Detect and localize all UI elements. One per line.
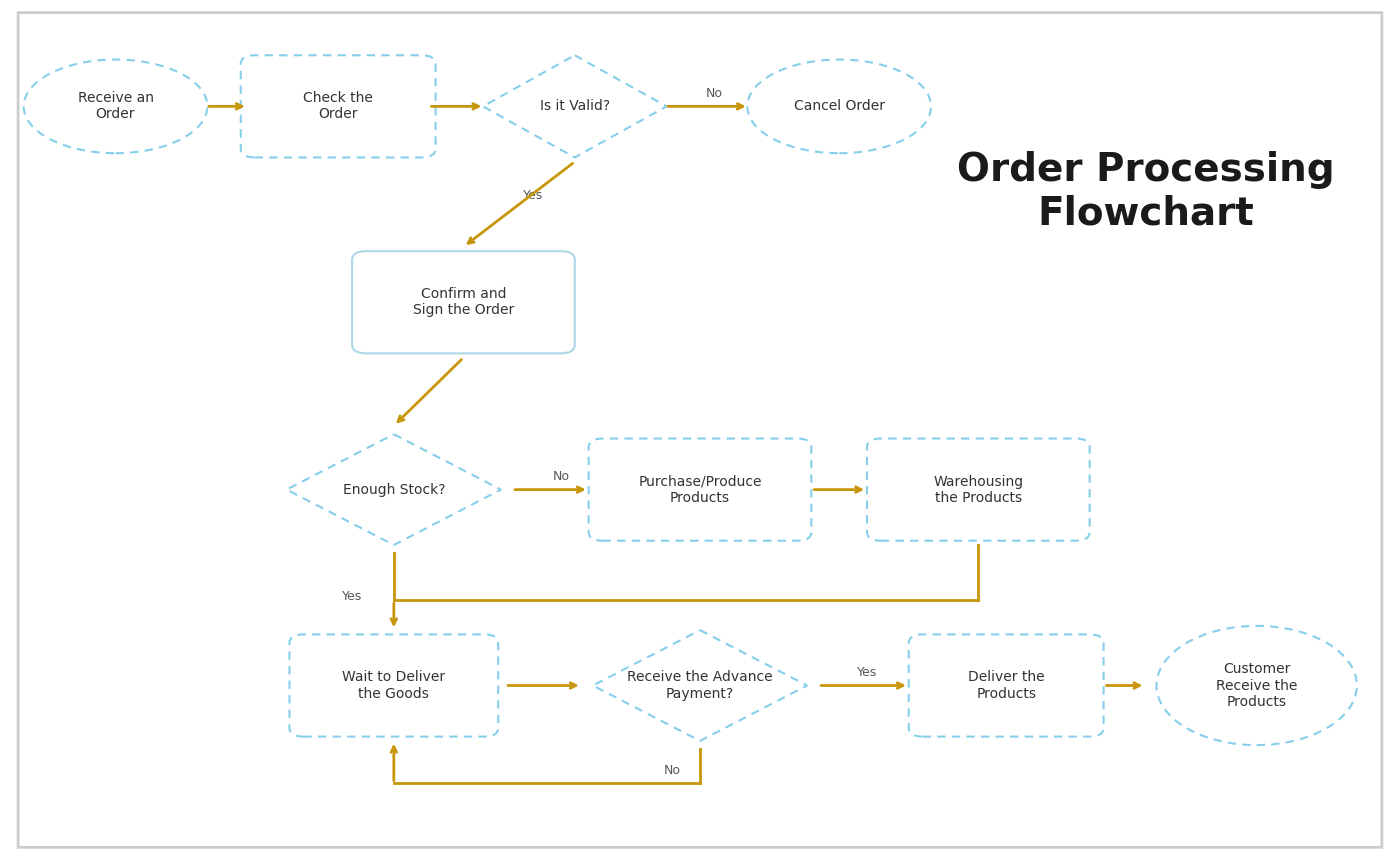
FancyBboxPatch shape <box>867 439 1089 541</box>
Text: Cancel Order: Cancel Order <box>794 100 885 114</box>
Text: Yes: Yes <box>342 590 363 603</box>
Text: Yes: Yes <box>522 189 543 202</box>
Text: Deliver the
Products: Deliver the Products <box>967 671 1044 701</box>
Polygon shape <box>287 434 501 545</box>
FancyBboxPatch shape <box>290 635 498 737</box>
Polygon shape <box>483 55 666 157</box>
Text: Purchase/Produce
Products: Purchase/Produce Products <box>638 475 762 505</box>
Text: Confirm and
Sign the Order: Confirm and Sign the Order <box>413 287 514 317</box>
Text: Wait to Deliver
the Goods: Wait to Deliver the Goods <box>342 671 445 701</box>
FancyBboxPatch shape <box>909 635 1103 737</box>
Text: Check the
Order: Check the Order <box>304 91 374 121</box>
Text: Receive an
Order: Receive an Order <box>77 91 154 121</box>
Text: No: No <box>553 470 570 483</box>
Text: Is it Valid?: Is it Valid? <box>539 100 610 114</box>
Text: Enough Stock?: Enough Stock? <box>343 482 445 496</box>
Text: Order Processing
Flowchart: Order Processing Flowchart <box>956 150 1334 232</box>
Text: Receive the Advance
Payment?: Receive the Advance Payment? <box>627 671 773 701</box>
FancyBboxPatch shape <box>588 439 812 541</box>
Ellipse shape <box>748 59 931 153</box>
Polygon shape <box>592 630 808 740</box>
Text: Yes: Yes <box>857 666 878 679</box>
Text: No: No <box>706 87 722 100</box>
FancyBboxPatch shape <box>351 251 575 353</box>
Text: Customer
Receive the
Products: Customer Receive the Products <box>1217 662 1298 709</box>
Text: No: No <box>664 765 680 777</box>
FancyBboxPatch shape <box>241 55 435 157</box>
Text: Warehousing
the Products: Warehousing the Products <box>934 475 1023 505</box>
Ellipse shape <box>1156 626 1357 745</box>
Ellipse shape <box>24 59 207 153</box>
